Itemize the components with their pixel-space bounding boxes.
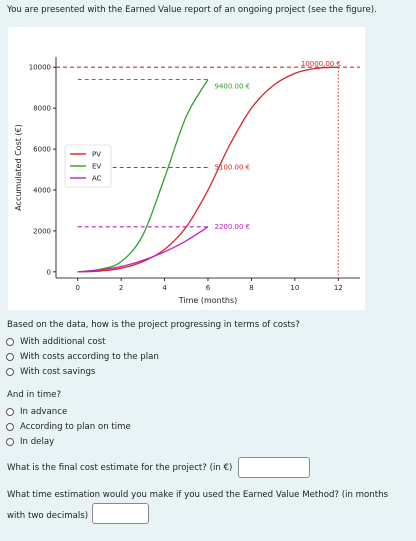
q1-option-2: With costs according to the plan [20,352,159,362]
y-tick-label-2: 4000 [33,187,51,195]
legend-label-pv: PV [92,151,101,159]
q2-option-2: According to plan on time [20,422,131,432]
q1-option-3: With cost savings [20,367,96,377]
q1-question: Based on the data, how is the project pr… [7,320,300,330]
chart-svg: 0 2 4 6 8 10 12 0 2000 4000 6000 8000 10000 Time (mon… [14,57,360,305]
q4-question-line2: with two decimals) [7,511,89,521]
y-tick-label-1: 2000 [33,227,51,235]
reference-label-1: 9400.00 € [215,83,251,91]
series-line-pv [77,66,339,273]
x-tick-label-3: 6 [206,284,211,292]
radio-in-advance[interactable] [6,408,14,416]
reference-label-2: 5100.00 € [215,164,251,172]
y-tick-label-0: 0 [47,268,51,276]
radio-on-time[interactable] [6,423,14,431]
q2-option-1: In advance [20,407,68,417]
x-tick-label-4: 8 [249,284,253,292]
intro-text: You are presented with the Earned Value … [7,5,377,15]
reference-label-3: 2200.00 € [215,223,251,231]
legend-label-ev: EV [92,163,101,171]
x-tick-label-1: 2 [119,284,123,292]
y-tick-label-3: 6000 [33,146,51,154]
series-line-ac [77,226,209,273]
earned-value-chart: 0 2 4 6 8 10 12 0 2000 4000 6000 8000 10000 Time (mon… [8,27,365,310]
radio-cost-according-plan[interactable] [6,353,14,361]
q2-question: And in time? [7,390,62,400]
radio-in-delay[interactable] [6,438,14,446]
legend-box [64,144,112,188]
x-axis-label: Time (months) [178,296,238,305]
final-cost-input[interactable] [238,457,310,478]
q1-option-1: With additional cost [20,337,106,347]
time-estimate-input[interactable] [92,503,149,524]
x-tick-label-6: 12 [334,284,343,292]
y-tick-label-4: 8000 [33,105,51,113]
x-tick-label-5: 10 [290,284,299,292]
q3-question: What is the final cost estimate for the … [7,463,233,473]
y-axis-label: Accumulated Cost (€) [14,124,23,211]
q4-question-line1: What time estimation would you make if y… [7,490,389,500]
reference-label-0: 10000.00 € [301,60,341,68]
x-tick-label-2: 4 [162,284,167,292]
q2-option-3: In delay [20,437,55,447]
radio-cost-savings[interactable] [6,368,14,376]
y-tick-label-5: 10000 [29,64,51,72]
x-tick-label-0: 0 [75,284,79,292]
radio-additional-cost[interactable] [6,338,14,346]
legend-label-ac: AC [92,175,102,183]
